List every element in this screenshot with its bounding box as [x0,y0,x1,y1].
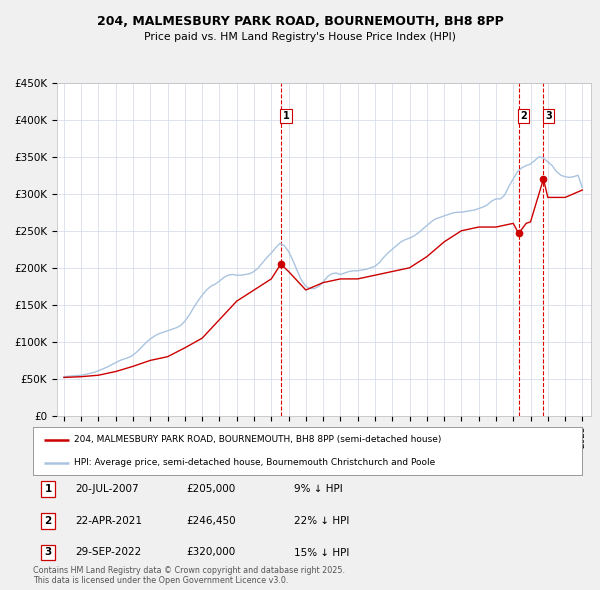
Text: 1: 1 [44,484,52,494]
Text: 20-JUL-2007: 20-JUL-2007 [75,484,139,494]
Text: 15% ↓ HPI: 15% ↓ HPI [294,548,349,558]
Text: 29-SEP-2022: 29-SEP-2022 [75,548,141,558]
Text: 22-APR-2021: 22-APR-2021 [75,516,142,526]
Text: HPI: Average price, semi-detached house, Bournemouth Christchurch and Poole: HPI: Average price, semi-detached house,… [74,458,436,467]
Text: Contains HM Land Registry data © Crown copyright and database right 2025.
This d: Contains HM Land Registry data © Crown c… [33,566,345,585]
Text: 9% ↓ HPI: 9% ↓ HPI [294,484,343,494]
Text: 2: 2 [44,516,52,526]
Text: 1: 1 [283,111,289,121]
Text: 22% ↓ HPI: 22% ↓ HPI [294,516,349,526]
Text: 204, MALMESBURY PARK ROAD, BOURNEMOUTH, BH8 8PP (semi-detached house): 204, MALMESBURY PARK ROAD, BOURNEMOUTH, … [74,435,442,444]
Text: 2: 2 [520,111,527,121]
Text: 3: 3 [545,111,552,121]
Text: £246,450: £246,450 [186,516,236,526]
Text: 3: 3 [44,548,52,558]
Text: £205,000: £205,000 [186,484,235,494]
Text: 204, MALMESBURY PARK ROAD, BOURNEMOUTH, BH8 8PP: 204, MALMESBURY PARK ROAD, BOURNEMOUTH, … [97,15,503,28]
Text: Price paid vs. HM Land Registry's House Price Index (HPI): Price paid vs. HM Land Registry's House … [144,32,456,42]
Text: £320,000: £320,000 [186,548,235,558]
